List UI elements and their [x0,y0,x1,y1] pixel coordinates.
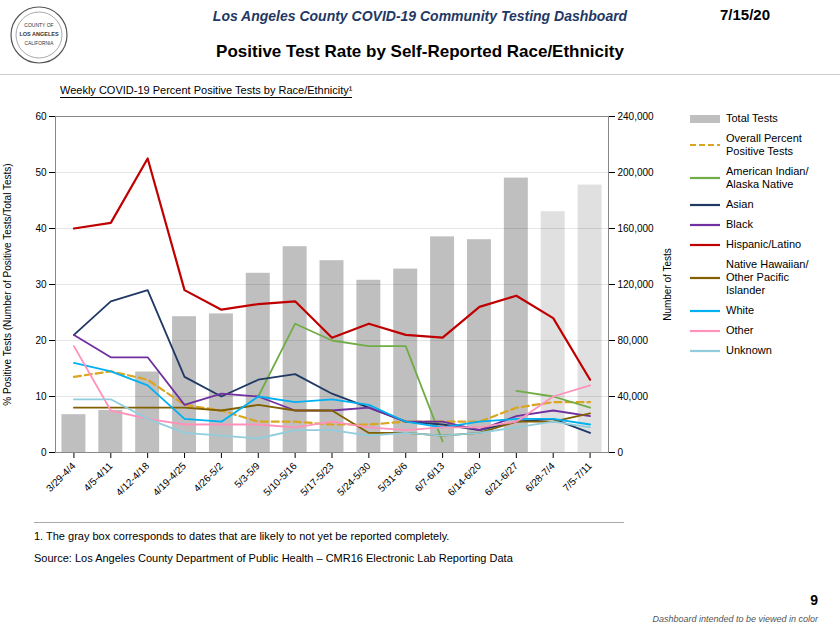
html-text:Black: Black [726,218,753,230]
html-text:Other: Other [726,324,754,336]
svg-text:240,000: 240,000 [618,111,655,122]
svg-text:4/19-4/25: 4/19-4/25 [151,460,189,498]
svg-text:160,000: 160,000 [618,223,655,234]
html-text:1. The gray box corresponds to: 1. The gray box corresponds to dates tha… [34,530,450,542]
svg-text:6/7-6/13: 6/7-6/13 [413,460,447,494]
svg-text:5/10-5/16: 5/10-5/16 [261,460,299,498]
svg-text:4/5-4/11: 4/5-4/11 [81,460,115,494]
svg-text:50: 50 [35,167,47,178]
html-text:Weekly COVID-19 Percent Positi: Weekly COVID-19 Percent Positive Tests b… [60,84,353,96]
svg-text:5/17-5/23: 5/17-5/23 [298,460,336,498]
svg-text:Number of Tests: Number of Tests [662,248,673,321]
html-text:Dashboard intended to be viewe: Dashboard intended to be viewed in color [652,614,818,624]
html-text:Native Hawaiian/ Other Pacific: Native Hawaiian/ Other Pacific Islander [726,258,809,296]
svg-text:5/31-6/6: 5/31-6/6 [376,460,410,494]
html-text:Hispanic/Latino: Hispanic/Latino [726,238,802,250]
html-text:Asian: Asian [726,198,754,210]
svg-text:5/24-5/30: 5/24-5/30 [335,460,373,498]
html-text:Total Tests: Total Tests [726,112,778,124]
svg-text:COUNTY OF: COUNTY OF [24,22,53,28]
html-text:Positive Test Rate by Self-Rep: Positive Test Rate by Self-Reported Race… [216,42,624,61]
svg-text:80,000: 80,000 [618,335,649,346]
svg-text:3/29-4/4: 3/29-4/4 [44,460,78,494]
html-text:Source: Los Angeles County Dep: Source: Los Angeles County Department of… [34,552,513,564]
html-text:7/15/20: 7/15/20 [720,6,770,23]
html-text:Overall Percent Positive Tests: Overall Percent Positive Tests [726,132,802,157]
svg-text:40,000: 40,000 [618,391,649,402]
html-text:Unknown: Unknown [726,344,772,356]
svg-text:6/14-6/20: 6/14-6/20 [445,460,483,498]
svg-text:0: 0 [618,447,624,458]
svg-text:4/12-4/18: 4/12-4/18 [114,460,152,498]
svg-text:60: 60 [35,111,47,122]
svg-text:0: 0 [41,447,47,458]
svg-text:7/5-7/11: 7/5-7/11 [561,460,595,494]
svg-text:LOS ANGELES: LOS ANGELES [19,31,59,37]
svg-text:200,000: 200,000 [618,167,655,178]
html-text:American Indian/ Alaska Native: American Indian/ Alaska Native [726,165,809,190]
svg-text:30: 30 [35,279,47,290]
svg-text:CALIFORNIA: CALIFORNIA [25,41,55,46]
svg-text:40: 40 [35,223,47,234]
svg-text:20: 20 [35,335,47,346]
svg-text:6/28-7/4: 6/28-7/4 [523,460,557,494]
svg-text:10: 10 [35,391,47,402]
html-text:9: 9 [810,592,818,608]
svg-text:4/26-5/2: 4/26-5/2 [191,460,225,494]
svg-text:5/3-5/9: 5/3-5/9 [232,460,262,490]
html-text:Los Angeles County COVID-19 Co: Los Angeles County COVID-19 Community Te… [212,8,628,24]
svg-text:120,000: 120,000 [618,279,655,290]
svg-text:% Positive Tests (Number of Po: % Positive Tests (Number of Positive Tes… [2,163,13,405]
svg-text:6/21-6/27: 6/21-6/27 [482,460,520,498]
html-text:White: White [726,304,755,316]
